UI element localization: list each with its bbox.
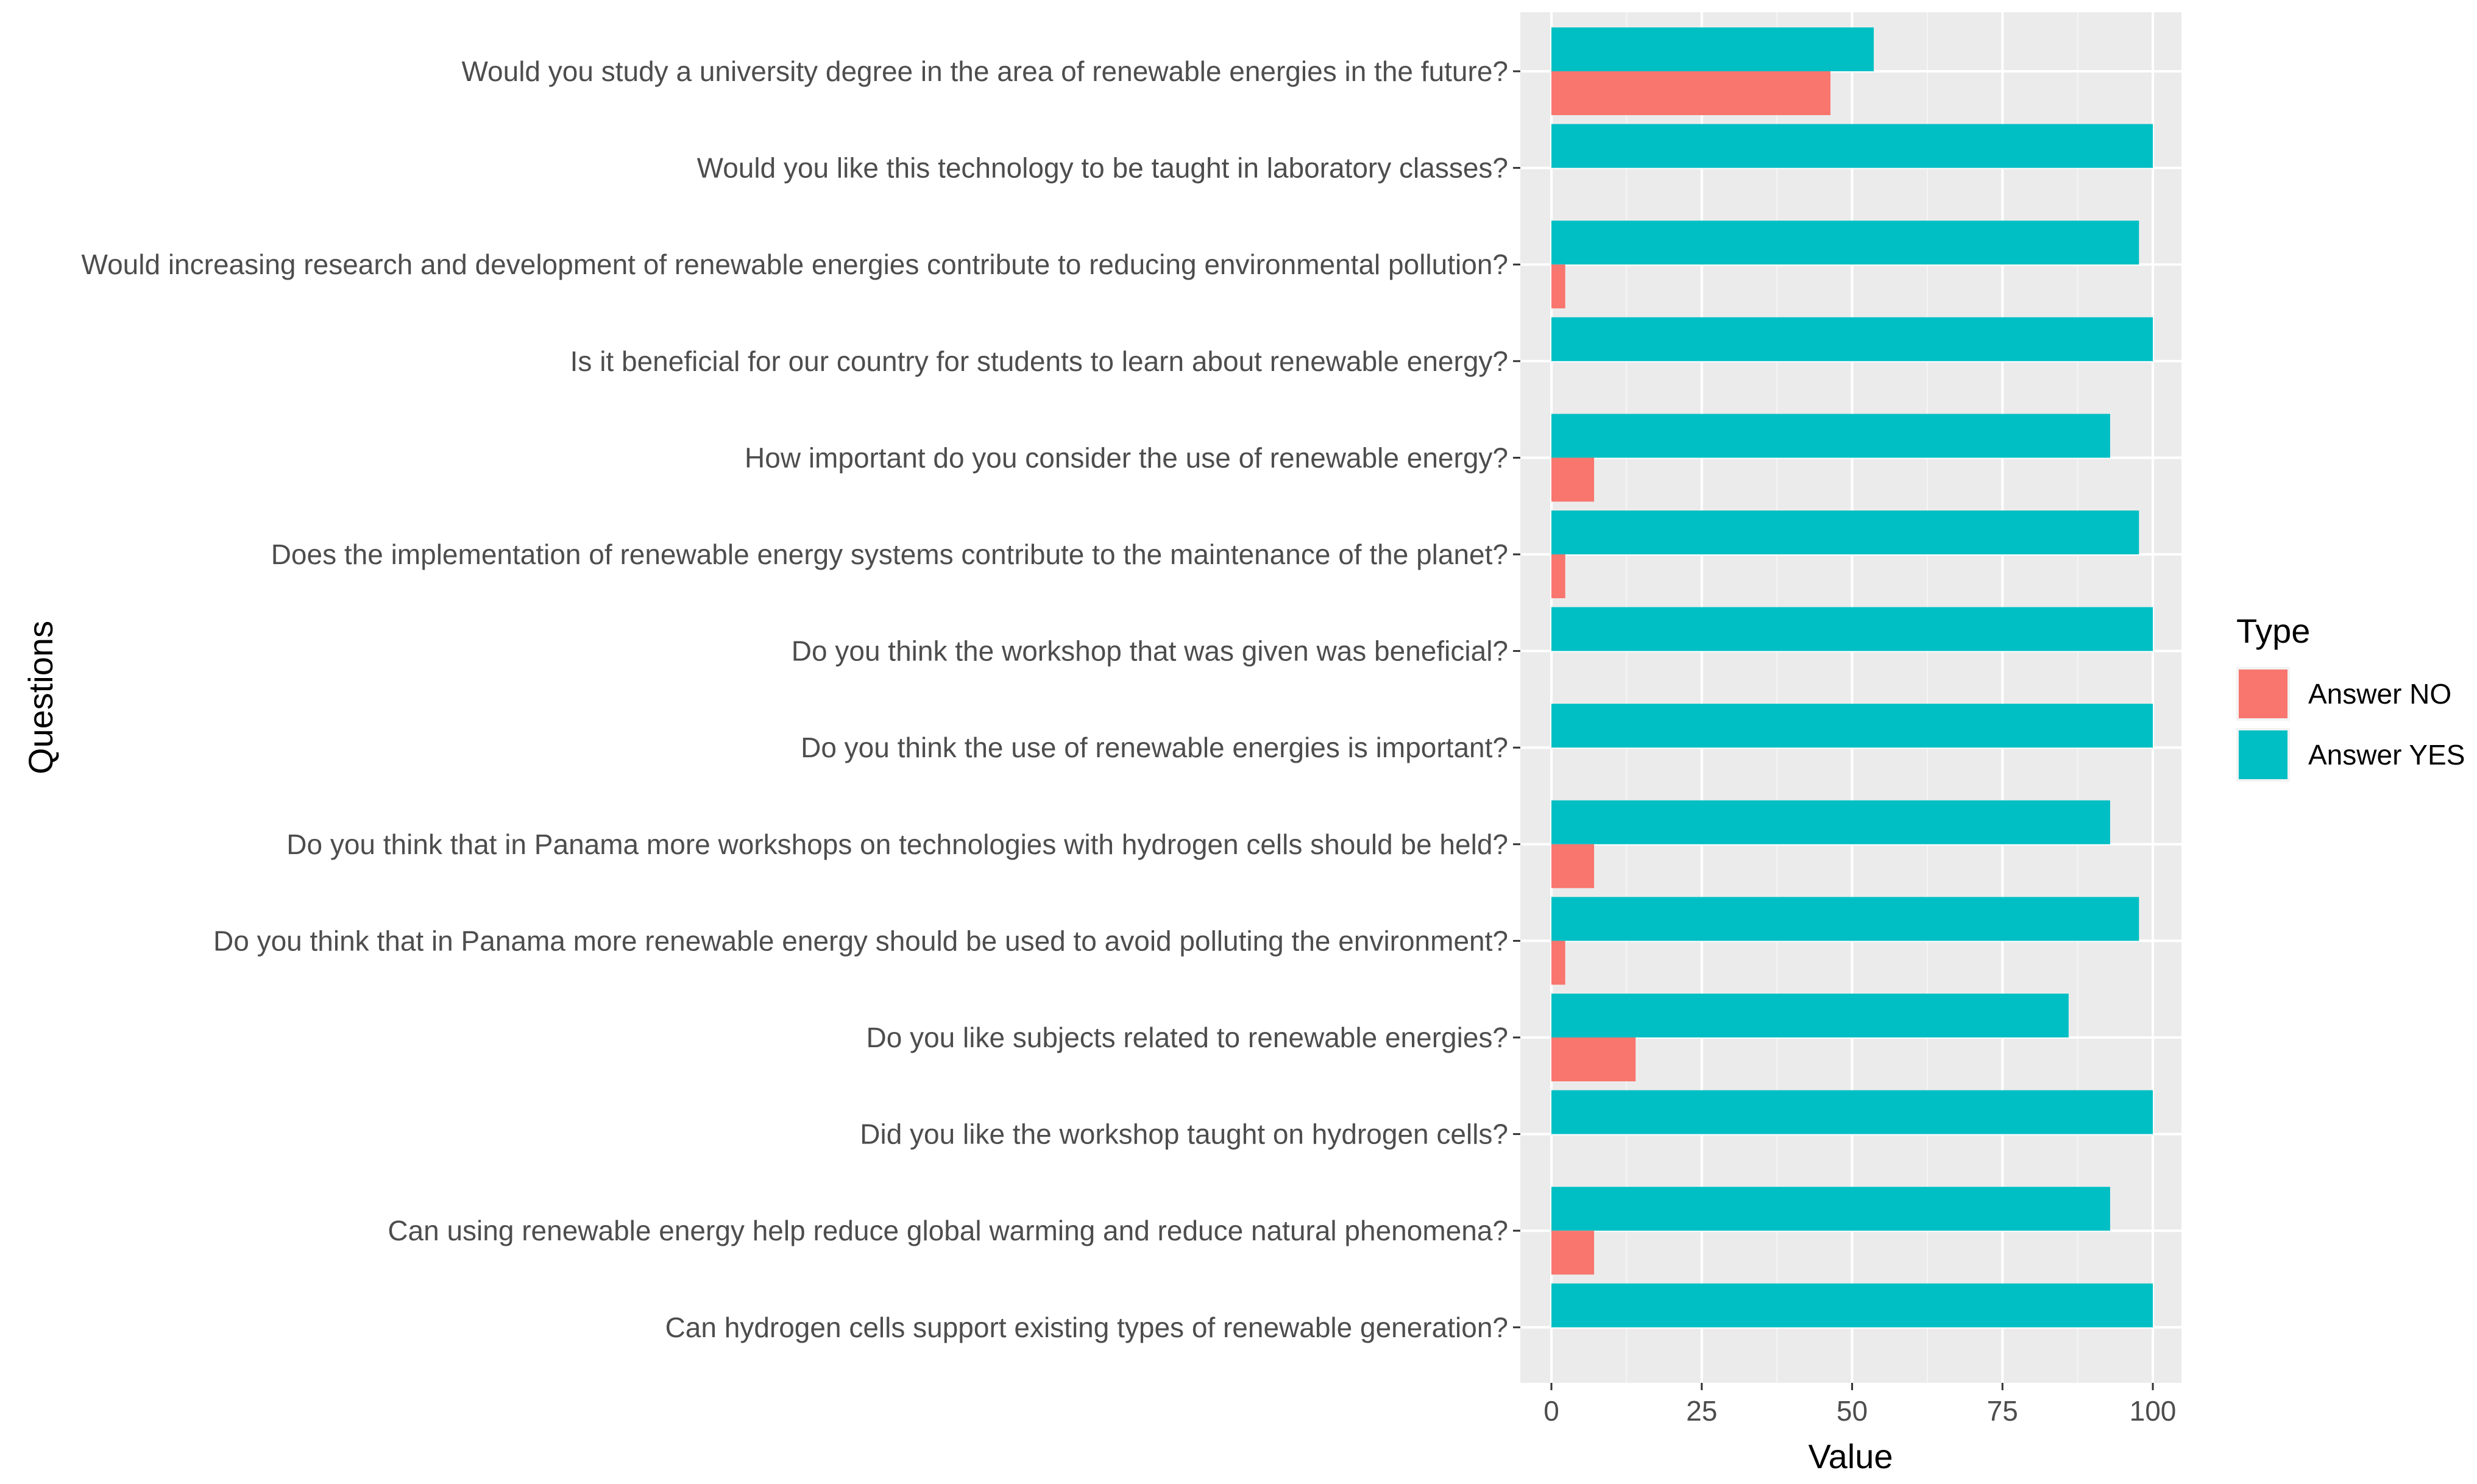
bar-answer-no bbox=[1551, 554, 1565, 598]
bar-answer-yes bbox=[1551, 414, 2110, 458]
question-label: Would you like this technology to be tau… bbox=[697, 152, 1508, 184]
bar-answer-yes bbox=[1551, 994, 2069, 1037]
legend-label: Answer YES bbox=[2308, 739, 2465, 771]
question-labels: Would you study a university degree in t… bbox=[82, 55, 1520, 1343]
question-label: Do you think the workshop that was given… bbox=[792, 635, 1508, 667]
question-label: Do you think the use of renewable energi… bbox=[801, 732, 1508, 763]
legend-label: Answer NO bbox=[2308, 678, 2451, 710]
bar-answer-yes bbox=[1551, 511, 2139, 554]
question-label: Do you think that in Panama more worksho… bbox=[286, 829, 1508, 860]
bar-answer-no bbox=[1551, 941, 1565, 985]
bars bbox=[1551, 27, 2153, 1327]
bar-answer-yes bbox=[1551, 897, 2139, 941]
bar-answer-yes bbox=[1551, 221, 2139, 265]
legend-key-yes bbox=[2239, 730, 2287, 779]
y-axis-title: Questions bbox=[21, 621, 60, 774]
bar-answer-no bbox=[1551, 458, 1595, 502]
x-axis: 0 25 50 75 100 bbox=[1543, 1383, 2176, 1427]
x-tick-label: 25 bbox=[1686, 1395, 1717, 1427]
question-label: Do you like subjects related to renewabl… bbox=[866, 1022, 1508, 1053]
x-axis-title: Value bbox=[1808, 1437, 1893, 1475]
bar-answer-yes bbox=[1551, 1090, 2153, 1134]
question-label: Is it beneficial for our country for stu… bbox=[570, 345, 1508, 377]
bar-answer-no bbox=[1551, 1037, 1636, 1081]
legend-key-no bbox=[2239, 670, 2287, 718]
x-tick-label: 50 bbox=[1837, 1395, 1868, 1427]
bar-answer-yes bbox=[1551, 1187, 2110, 1231]
x-tick-label: 0 bbox=[1543, 1395, 1559, 1427]
question-label: How important do you consider the use of… bbox=[745, 442, 1508, 473]
bar-answer-yes bbox=[1551, 704, 2153, 748]
bar-answer-no bbox=[1551, 844, 1595, 888]
question-label: Would you study a university degree in t… bbox=[461, 55, 1508, 87]
x-tick-label: 100 bbox=[2130, 1395, 2177, 1427]
bar-answer-yes bbox=[1551, 124, 2153, 168]
question-label: Can hydrogen cells support existing type… bbox=[665, 1312, 1508, 1343]
bar-answer-yes bbox=[1551, 317, 2153, 361]
bar-answer-yes bbox=[1551, 607, 2153, 651]
legend: Type Answer NO Answer YES bbox=[2236, 612, 2465, 782]
question-label: Would increasing research and developmen… bbox=[82, 249, 1509, 280]
legend-title: Type bbox=[2236, 612, 2310, 650]
bar-answer-no bbox=[1551, 71, 1830, 115]
question-label: Do you think that in Panama more renewab… bbox=[213, 925, 1508, 956]
bar-answer-no bbox=[1551, 264, 1565, 309]
bar-answer-yes bbox=[1551, 27, 1874, 71]
question-label: Does the implementation of renewable ene… bbox=[271, 539, 1508, 570]
x-tick-label: 75 bbox=[1987, 1395, 2018, 1427]
bar-answer-no bbox=[1551, 1231, 1595, 1275]
question-label: Can using renewable energy help reduce g… bbox=[388, 1215, 1508, 1246]
bar-answer-yes bbox=[1551, 1283, 2153, 1327]
bar-answer-yes bbox=[1551, 800, 2110, 844]
question-label: Did you like the workshop taught on hydr… bbox=[860, 1118, 1508, 1150]
